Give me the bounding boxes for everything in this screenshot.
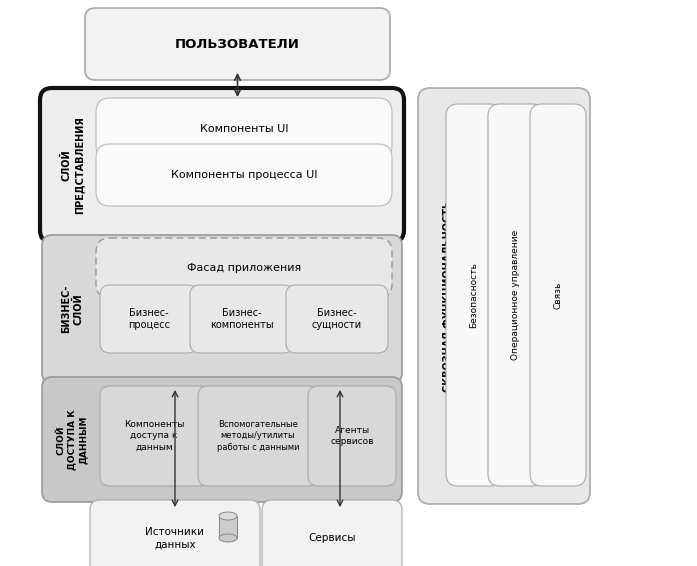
FancyBboxPatch shape xyxy=(286,285,388,353)
FancyBboxPatch shape xyxy=(85,8,390,80)
FancyBboxPatch shape xyxy=(418,88,590,504)
Text: Фасад приложения: Фасад приложения xyxy=(187,263,301,273)
Ellipse shape xyxy=(219,534,237,542)
Text: Бизнес-
сущности: Бизнес- сущности xyxy=(312,308,362,330)
Ellipse shape xyxy=(219,512,237,520)
FancyBboxPatch shape xyxy=(42,377,402,502)
Text: Бизнес-
компоненты: Бизнес- компоненты xyxy=(210,308,274,330)
Text: Связь: Связь xyxy=(553,281,562,308)
Text: Сервисы: Сервисы xyxy=(308,533,355,543)
FancyBboxPatch shape xyxy=(190,285,294,353)
FancyBboxPatch shape xyxy=(488,104,544,486)
FancyBboxPatch shape xyxy=(42,235,402,383)
Text: СКВОЗНАЯ ФУНКЦИОНАЛЬНОСТЬ: СКВОЗНАЯ ФУНКЦИОНАЛЬНОСТЬ xyxy=(443,200,453,392)
Text: БИЗНЕС-
СЛОЙ: БИЗНЕС- СЛОЙ xyxy=(61,285,83,333)
Text: Источники
данных: Источники данных xyxy=(146,527,204,549)
Text: Операционное управление: Операционное управление xyxy=(512,230,521,360)
FancyBboxPatch shape xyxy=(90,500,260,566)
Text: Вспомогательные
методы/утилиты
работы с данными: Вспомогательные методы/утилиты работы с … xyxy=(217,421,299,452)
FancyBboxPatch shape xyxy=(96,144,392,206)
Text: Компоненты процесса UI: Компоненты процесса UI xyxy=(171,170,317,180)
FancyBboxPatch shape xyxy=(96,98,392,160)
FancyBboxPatch shape xyxy=(530,104,586,486)
FancyBboxPatch shape xyxy=(219,516,237,538)
FancyBboxPatch shape xyxy=(198,386,318,486)
Text: Компоненты UI: Компоненты UI xyxy=(200,124,289,134)
FancyBboxPatch shape xyxy=(40,88,404,242)
FancyBboxPatch shape xyxy=(100,285,198,353)
Text: ПОЛЬЗОВАТЕЛИ: ПОЛЬЗОВАТЕЛИ xyxy=(175,37,300,50)
FancyBboxPatch shape xyxy=(446,104,502,486)
Text: СЛОЙ
ПРЕДСТАВЛЕНИЯ: СЛОЙ ПРЕДСТАВЛЕНИЯ xyxy=(62,116,84,214)
Text: Безопасность: Безопасность xyxy=(470,262,479,328)
FancyBboxPatch shape xyxy=(308,386,396,486)
Text: СЛОЙ
ДОСТУПА К
ДАННЫМ: СЛОЙ ДОСТУПА К ДАННЫМ xyxy=(56,410,88,470)
FancyBboxPatch shape xyxy=(96,238,392,298)
FancyBboxPatch shape xyxy=(262,500,402,566)
FancyBboxPatch shape xyxy=(100,386,208,486)
Text: Компоненты
доступа к
данным: Компоненты доступа к данным xyxy=(124,421,184,452)
Text: Бизнес-
процесс: Бизнес- процесс xyxy=(128,308,170,330)
Text: Агенты
сервисов: Агенты сервисов xyxy=(330,426,374,446)
